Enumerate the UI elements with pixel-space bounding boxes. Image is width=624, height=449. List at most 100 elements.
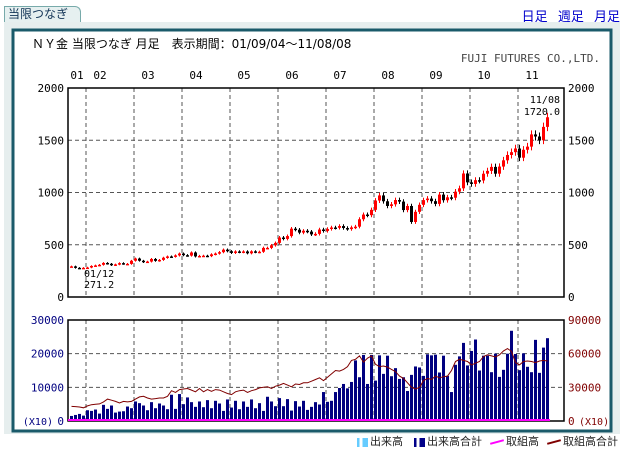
candle-body (130, 260, 133, 264)
company-name: FUJI FUTURES CO.,LTD. (461, 52, 600, 65)
price-tick-label-left: 1000 (38, 187, 65, 200)
candle-body (166, 256, 169, 258)
price-tick-label-right: 1000 (568, 187, 595, 200)
volume-bar (330, 400, 333, 421)
volume-bar (158, 403, 161, 421)
candle-body (142, 260, 145, 263)
legend-label: 取組高合計 (563, 435, 618, 448)
volume-bar (246, 406, 249, 421)
link-weekly[interactable]: 週足 (557, 10, 584, 25)
volume-bar (170, 394, 173, 421)
tab-contract-continuation[interactable]: 当限つなぎ (4, 6, 82, 22)
volume-bar (462, 342, 465, 421)
volume-bar (222, 410, 225, 421)
volume-bar (338, 388, 341, 421)
candle-body (374, 200, 377, 210)
period-links: 日足 週足 月足 (516, 6, 620, 25)
candle-body (342, 226, 345, 229)
volume-bar (254, 408, 257, 421)
candle-body (154, 258, 157, 261)
volume-bar (194, 406, 197, 421)
volume-tick-label-left: 20000 (31, 348, 64, 361)
volume-bar (418, 367, 421, 421)
candle-body (314, 233, 317, 236)
volume-bar (266, 396, 269, 421)
candle-body (246, 251, 249, 254)
candle-body (430, 198, 433, 202)
volume-bar (142, 405, 145, 421)
candle-body (310, 231, 313, 235)
candle-body (482, 173, 485, 181)
volume-bar (510, 330, 513, 421)
volume-bar (442, 355, 445, 421)
candle-body (118, 263, 121, 265)
volume-bar (278, 398, 281, 421)
candle-body (174, 255, 177, 257)
volume-bar (270, 401, 273, 421)
volume-bar (370, 355, 373, 421)
price-tick-label-left: 0 (57, 291, 64, 304)
candle-body (486, 170, 489, 174)
candle-body (94, 265, 97, 267)
price-tick-label-right: 500 (568, 239, 588, 252)
candle-body (98, 264, 101, 267)
candle-body (222, 249, 225, 253)
candle-body (454, 191, 457, 198)
candle-body (498, 166, 501, 174)
year-tick-label: 05 (237, 69, 250, 82)
candle-body (162, 257, 165, 260)
legend-oi: 取組高 (489, 433, 539, 449)
volume-bar (114, 412, 117, 421)
volume-bar (374, 380, 377, 421)
first-date-label: 01/12 (84, 269, 114, 280)
year-tick-label: 08 (381, 69, 394, 82)
candle-body (526, 146, 529, 150)
link-daily[interactable]: 日足 (521, 10, 548, 25)
volume-bar (210, 408, 213, 421)
candle-body (294, 228, 297, 231)
candle-body (214, 253, 217, 256)
volume-bar (82, 415, 85, 421)
volume-bar (466, 365, 469, 421)
volume-bar (274, 406, 277, 421)
price-tick-label-left: 1500 (38, 134, 65, 147)
volume-bar (122, 411, 125, 421)
last-value-label: 1720.0 (524, 107, 560, 118)
volume-bar (494, 353, 497, 421)
volume-bar (130, 408, 133, 421)
candle-body (402, 201, 405, 211)
legend-label: 取組高 (506, 435, 539, 448)
volume-bar (342, 383, 345, 421)
volume-bar (74, 414, 77, 421)
candle-body (226, 249, 229, 252)
candle-body (190, 252, 193, 256)
candle-body (466, 173, 469, 183)
candle-body (158, 259, 161, 262)
volume-bar (542, 347, 545, 421)
candle-body (478, 180, 481, 182)
volume-bar (358, 377, 361, 421)
left-unit-label: (X10) (23, 417, 53, 428)
candle-body (78, 267, 81, 270)
link-monthly[interactable]: 月足 (593, 10, 620, 25)
volume-tick-label-right: 30000 (568, 381, 601, 394)
legend-oi-swatch-icon (489, 439, 505, 445)
candle-body (114, 264, 117, 266)
candle-body (70, 266, 73, 268)
volume-bar (362, 355, 365, 421)
volume-bar (214, 400, 217, 421)
candle-body (538, 136, 541, 141)
candle-body (298, 229, 301, 233)
volume-bar (402, 377, 405, 421)
volume-bar (518, 370, 521, 421)
volume-bar (530, 372, 533, 421)
candle-body (382, 195, 385, 202)
candle-body (358, 219, 361, 227)
legend-label: 出来高合計 (427, 435, 482, 448)
volume-bar (190, 402, 193, 421)
candle-body (90, 265, 93, 268)
price-tick-label-left: 500 (44, 239, 64, 252)
volume-bar (422, 375, 425, 421)
candle-body (266, 247, 269, 250)
volume-bar (446, 375, 449, 421)
